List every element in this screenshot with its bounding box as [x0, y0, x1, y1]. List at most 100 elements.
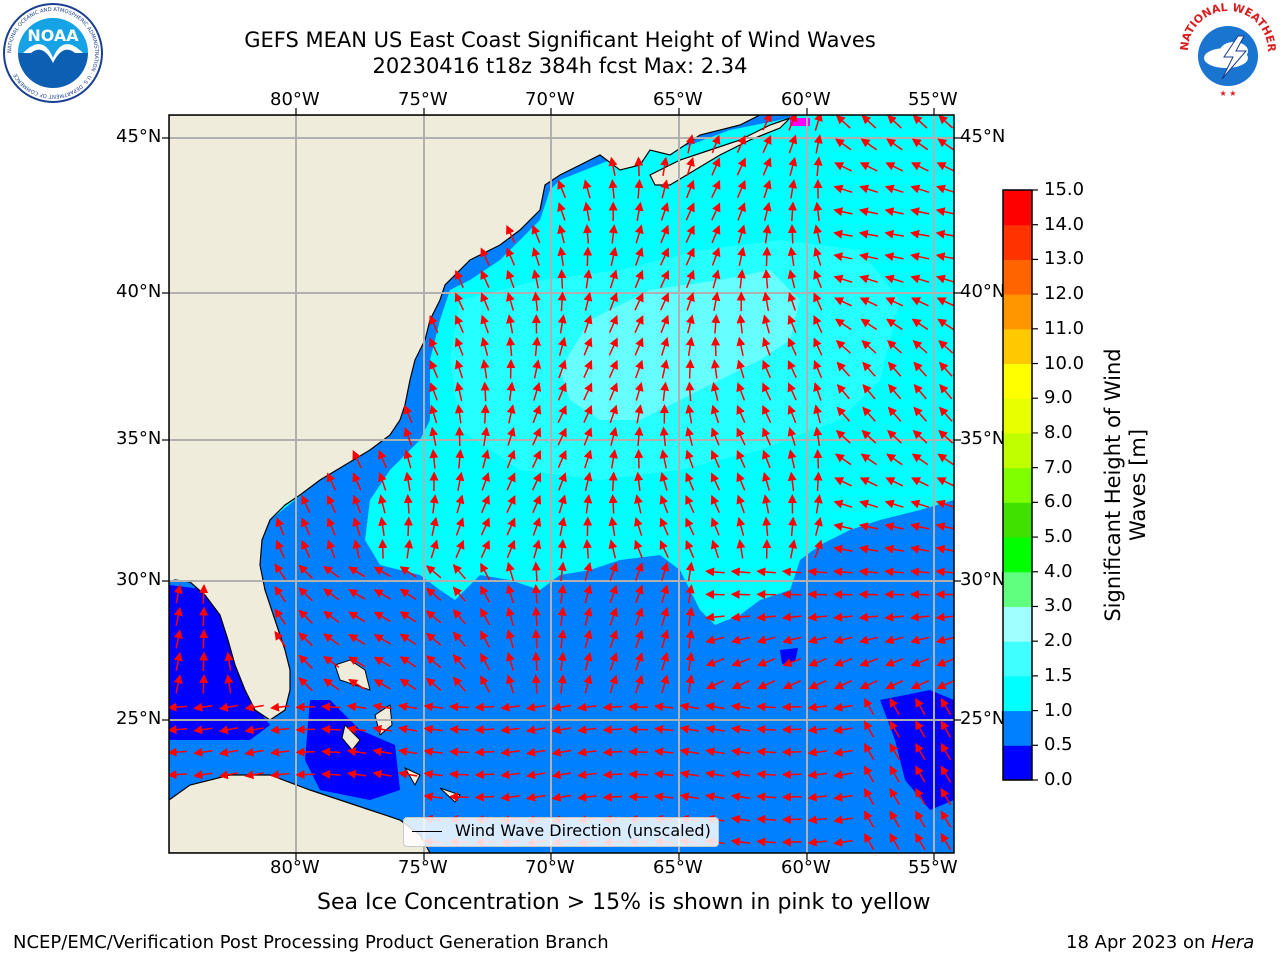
wave-direction-arrow	[398, 769, 418, 779]
wave-direction-arrow	[557, 584, 567, 604]
wave-direction-arrow	[609, 652, 618, 671]
lon-label-top: 75°W	[398, 89, 448, 110]
wave-direction-arrow	[583, 291, 593, 311]
wave-direction-arrow	[936, 162, 954, 172]
wave-direction-arrow	[398, 747, 418, 757]
wave-direction-arrow	[887, 361, 902, 377]
wave-direction-arrow	[762, 494, 771, 514]
wave-direction-arrow	[378, 472, 387, 491]
wave-direction-arrow	[301, 517, 311, 536]
wave-direction-arrow	[480, 675, 491, 693]
wind-wave-arrows	[169, 115, 954, 851]
wave-direction-arrow	[940, 810, 952, 828]
wave-direction-arrow	[762, 314, 771, 334]
wave-direction-arrow	[602, 747, 623, 757]
colorbar-tick-label: 0.5	[1044, 734, 1073, 756]
wave-direction-arrow	[685, 426, 694, 446]
wave-direction-arrow	[787, 359, 797, 379]
wave-direction-arrow	[218, 725, 239, 735]
wave-direction-arrow	[634, 179, 644, 199]
wave-direction-arrow	[863, 765, 875, 783]
wave-direction-arrow	[526, 770, 546, 780]
wave-direction-arrow	[173, 629, 183, 649]
wave-direction-arrow	[685, 336, 695, 357]
wave-direction-arrow	[884, 567, 904, 577]
wave-direction-arrow	[711, 179, 721, 199]
wave-direction-arrow	[736, 314, 746, 334]
wave-direction-arrow	[884, 499, 904, 509]
wave-direction-arrow	[887, 429, 902, 444]
wave-direction-arrow	[635, 674, 644, 694]
wave-direction-arrow	[833, 229, 853, 239]
wave-direction-arrow	[813, 201, 823, 221]
wave-direction-arrow	[736, 134, 746, 154]
wave-direction-arrow	[685, 381, 695, 402]
wave-direction-arrow	[506, 336, 516, 357]
wave-direction-arrow	[833, 184, 853, 194]
wave-direction-arrow	[583, 427, 593, 446]
wave-direction-arrow	[679, 724, 700, 734]
wave-direction-arrow	[551, 770, 572, 780]
wave-direction-arrow	[807, 792, 827, 802]
wave-direction-arrow	[861, 339, 877, 354]
wave-direction-arrow	[936, 658, 954, 667]
wave-direction-arrow	[762, 404, 772, 424]
sea-ice-patch	[790, 118, 810, 126]
wave-direction-arrow	[685, 202, 695, 221]
wave-direction-arrow	[323, 655, 340, 668]
wave-direction-arrow	[609, 269, 618, 289]
wave-direction-arrow	[506, 314, 515, 334]
wave-direction-arrow	[455, 539, 465, 559]
wave-direction-arrow	[628, 747, 648, 757]
wave-direction-arrow	[455, 494, 465, 514]
wave-direction-arrow	[449, 724, 469, 734]
wave-direction-arrow	[429, 516, 439, 536]
wave-direction-arrow	[884, 229, 904, 239]
wave-direction-arrow	[480, 404, 490, 424]
wave-direction-arrow	[730, 612, 751, 622]
wave-direction-arrow	[834, 477, 853, 487]
lat-label-left: 45°N	[116, 126, 162, 147]
land-north-america	[169, 115, 761, 721]
wave-direction-arrow	[635, 584, 644, 604]
wave-direction-arrow	[452, 676, 466, 692]
wave-direction-arrow	[679, 747, 700, 757]
wave-direction-arrow	[321, 747, 341, 757]
wave-direction-arrow	[858, 612, 879, 622]
wave-direction-arrow	[937, 453, 954, 466]
wave-direction-arrow	[711, 314, 721, 334]
wave-direction-arrow	[859, 184, 879, 194]
wave-direction-arrow	[787, 269, 797, 289]
lon-label-bottom: 60°W	[781, 857, 831, 878]
wave-direction-arrow	[813, 292, 823, 311]
wave-direction-arrow	[736, 539, 746, 559]
wave-direction-arrow	[858, 252, 879, 262]
wave-direction-arrow	[660, 606, 670, 626]
wave-direction-arrow	[634, 224, 644, 244]
wave-direction-arrow	[781, 567, 802, 577]
colorbar-swatch	[1003, 710, 1032, 746]
wave-direction-arrow	[756, 635, 776, 645]
lon-label-bottom: 65°W	[653, 857, 703, 878]
wave-direction-arrow	[321, 769, 341, 779]
wave-direction-arrow	[710, 427, 720, 446]
wave-direction-arrow	[557, 449, 567, 469]
lon-label-bottom: 75°W	[398, 857, 448, 878]
wave-direction-arrow	[323, 633, 340, 646]
wave-direction-arrow	[938, 361, 953, 377]
wave-direction-arrow	[321, 724, 341, 734]
wave-direction-arrow	[398, 724, 418, 734]
colorbar-swatch	[1003, 432, 1032, 469]
wave-direction-arrow	[711, 336, 721, 357]
colorbar-swatch	[1003, 675, 1032, 712]
wave-direction-arrow	[685, 517, 695, 536]
wave-direction-arrow	[788, 156, 798, 176]
wave-direction-arrow	[762, 291, 771, 312]
wave-direction-arrow	[298, 632, 313, 647]
wave-direction-arrow	[889, 832, 900, 851]
wave-direction-arrow	[788, 134, 798, 154]
wave-direction-arrow	[762, 516, 772, 537]
wave-direction-arrow	[557, 516, 567, 536]
wave-direction-arrow	[506, 381, 516, 402]
colorbar-tick-label: 5.0	[1044, 526, 1073, 548]
